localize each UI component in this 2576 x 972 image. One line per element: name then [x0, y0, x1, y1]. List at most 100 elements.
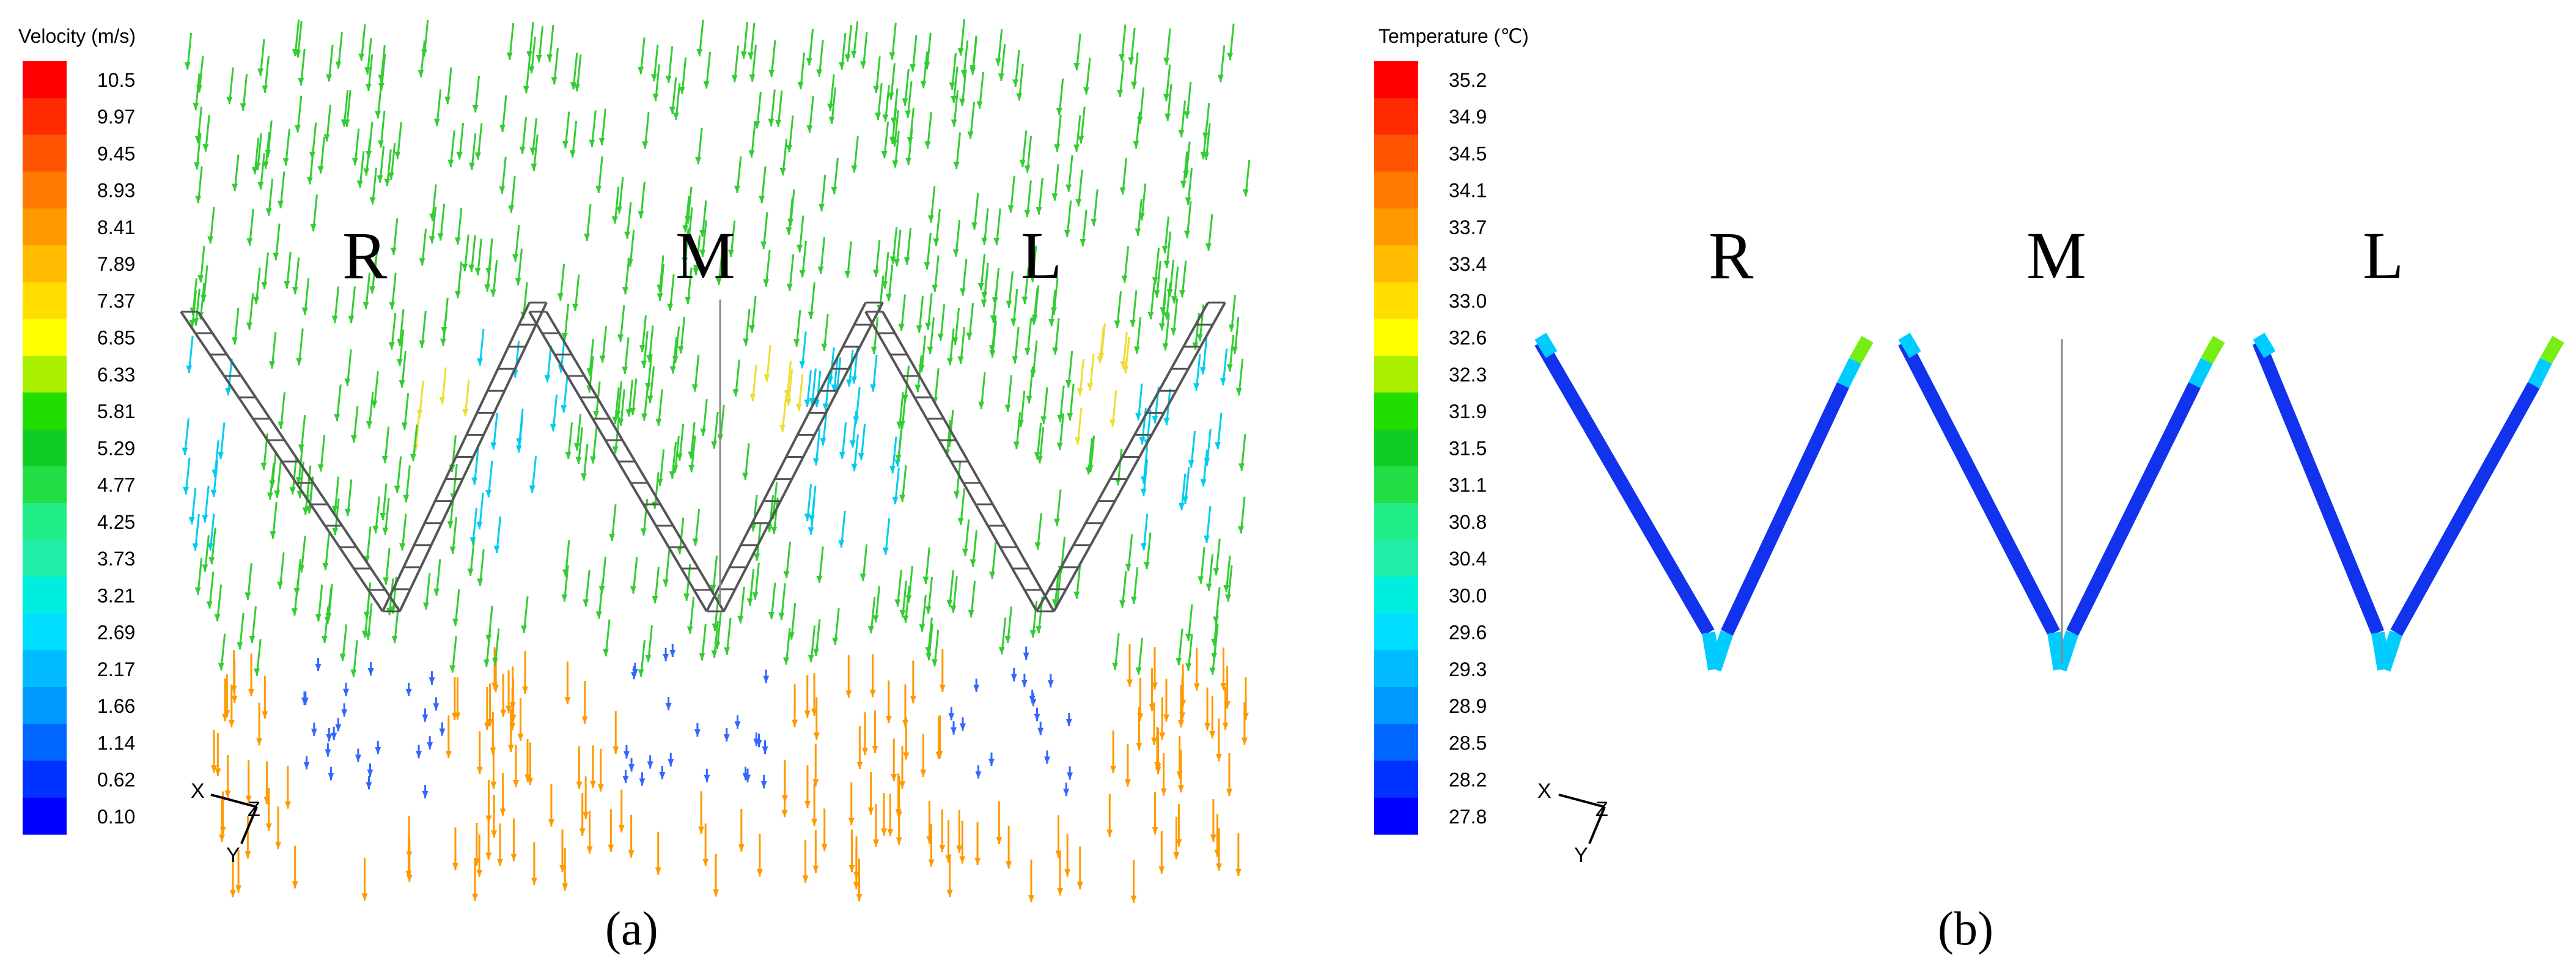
velocity-vector-head	[237, 642, 243, 650]
velocity-vector-head	[1029, 630, 1036, 638]
velocity-vector-head	[1085, 467, 1092, 475]
velocity-vector-head	[1177, 785, 1184, 793]
velocity-vector-head	[1036, 456, 1043, 464]
velocity-legend-tick-label: 1.66	[97, 695, 135, 717]
plate-left-arm	[2252, 339, 2385, 636]
velocity-vector-head	[328, 773, 334, 781]
velocity-vector-head	[988, 571, 995, 579]
velocity-vector-head	[1163, 260, 1170, 268]
velocity-vector-head	[550, 424, 556, 432]
velocity-vector-head	[230, 685, 237, 693]
velocity-vector-head	[905, 157, 912, 165]
velocity-vector-head	[1019, 160, 1026, 168]
velocity-vector-head	[497, 858, 504, 866]
velocity-vector-head	[410, 454, 416, 462]
velocity-vector-head	[303, 762, 310, 770]
velocity-vector-head	[691, 384, 698, 392]
velocity-vector-head	[339, 654, 346, 661]
velocity-legend-tick-label: 8.41	[97, 216, 135, 238]
velocity-legend-swatch	[23, 208, 67, 246]
velocity-vector-head	[1133, 141, 1139, 149]
velocity-vector-head	[509, 723, 516, 731]
velocity-vector-head	[548, 819, 554, 827]
velocity-vector-head	[186, 365, 193, 373]
velocity-vector-head	[768, 119, 775, 127]
velocity-vector-head	[1209, 731, 1216, 738]
velocity-legend-swatch	[23, 245, 67, 282]
velocity-vector-head	[1213, 568, 1220, 576]
velocity-vector-head	[885, 293, 892, 301]
velocity-vector-head	[959, 723, 966, 731]
velocity-vector-head	[381, 455, 388, 463]
velocity-vector-head	[1214, 442, 1221, 450]
plate-upper-edge	[1534, 333, 1558, 358]
velocity-vector-head	[945, 855, 952, 863]
velocity-vector-head	[831, 186, 837, 194]
velocity-vector-head	[589, 139, 595, 147]
plate-upper-edge	[1837, 358, 1861, 388]
velocity-vector-head	[1235, 869, 1242, 877]
velocity-vector-head	[445, 751, 452, 759]
velocity-vector-head	[351, 158, 358, 166]
velocity-vector-head	[1098, 353, 1105, 361]
velocity-vector-head	[642, 141, 649, 149]
plate-upper-edge	[2188, 358, 2213, 388]
velocity-vector-head	[804, 710, 811, 718]
velocity-vector-head	[490, 289, 496, 297]
velocity-vector-head	[652, 501, 658, 509]
velocity-vector-head	[1173, 852, 1180, 860]
velocity-vector-head	[476, 767, 483, 775]
velocity-vector-head	[367, 668, 374, 676]
velocity-vector-head	[485, 490, 492, 498]
velocity-vector-head	[659, 771, 666, 779]
temperature-legend-swatch	[1374, 576, 1418, 614]
velocity-vector-head	[804, 399, 811, 407]
temperature-legend-tick-label: 27.8	[1449, 806, 1487, 828]
velocity-vector-head	[669, 471, 675, 479]
plate-left-arm	[1898, 339, 2060, 636]
velocity-vector-head	[526, 51, 533, 59]
velocity-vector-head	[184, 62, 191, 70]
velocity-vector-head	[960, 70, 967, 78]
velocity-vector-head	[196, 85, 202, 93]
velocity-vector-head	[1067, 413, 1073, 421]
velocity-vector-head	[278, 421, 284, 429]
velocity-vector-head	[394, 485, 400, 493]
velocity-vector-head	[925, 322, 932, 330]
plate-right-arm	[2066, 382, 2201, 636]
velocity-vector-head	[326, 74, 333, 82]
velocity-vector-head	[809, 397, 815, 405]
label-l-b: L	[2363, 218, 2404, 293]
velocity-vector-head	[1226, 789, 1233, 797]
velocity-vector-head	[277, 581, 284, 589]
velocity-vector-head	[1160, 788, 1167, 796]
velocity-vector-head	[812, 458, 819, 466]
velocity-vector-head	[1021, 680, 1028, 688]
velocity-vector-head	[1078, 136, 1084, 144]
temperature-legend-tick-label: 32.6	[1449, 327, 1487, 349]
axis-y-label-b: Y	[1574, 844, 1588, 867]
velocity-vector-head	[786, 144, 793, 152]
velocity-vector-head	[872, 746, 878, 754]
velocity-vector-head	[1163, 94, 1169, 101]
velocity-vector-head	[711, 650, 718, 658]
velocity-vector-head	[1024, 165, 1031, 173]
velocity-vector-head	[382, 528, 389, 536]
velocity-vector-head	[667, 303, 674, 311]
velocity-vector-head	[310, 224, 317, 232]
velocity-vector-head	[311, 728, 317, 736]
velocity-vector-head	[970, 559, 976, 567]
velocity-vector-head	[1161, 246, 1168, 254]
velocity-vector-head	[1016, 93, 1023, 101]
velocity-vector-head	[754, 553, 760, 561]
velocity-vector-head	[703, 81, 710, 89]
velocity-vector-head	[228, 720, 235, 727]
velocity-vector-head	[521, 625, 528, 633]
velocity-vector-head	[394, 152, 401, 160]
velocity-vector-head	[711, 441, 718, 449]
velocity-vector-head	[206, 601, 213, 609]
velocity-vector-head	[1135, 228, 1141, 236]
velocity-vector-head	[899, 781, 906, 789]
velocity-vector-head	[657, 284, 663, 292]
velocity-vector-head	[889, 136, 896, 144]
